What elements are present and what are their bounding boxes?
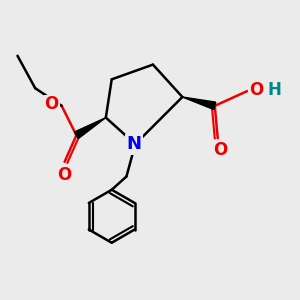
Text: O: O (214, 141, 228, 159)
Text: H: H (268, 81, 282, 99)
Polygon shape (182, 97, 216, 110)
Text: O: O (249, 81, 263, 99)
Text: O: O (58, 166, 72, 184)
Polygon shape (74, 118, 106, 139)
Text: N: N (126, 135, 141, 153)
Text: O: O (44, 95, 59, 113)
